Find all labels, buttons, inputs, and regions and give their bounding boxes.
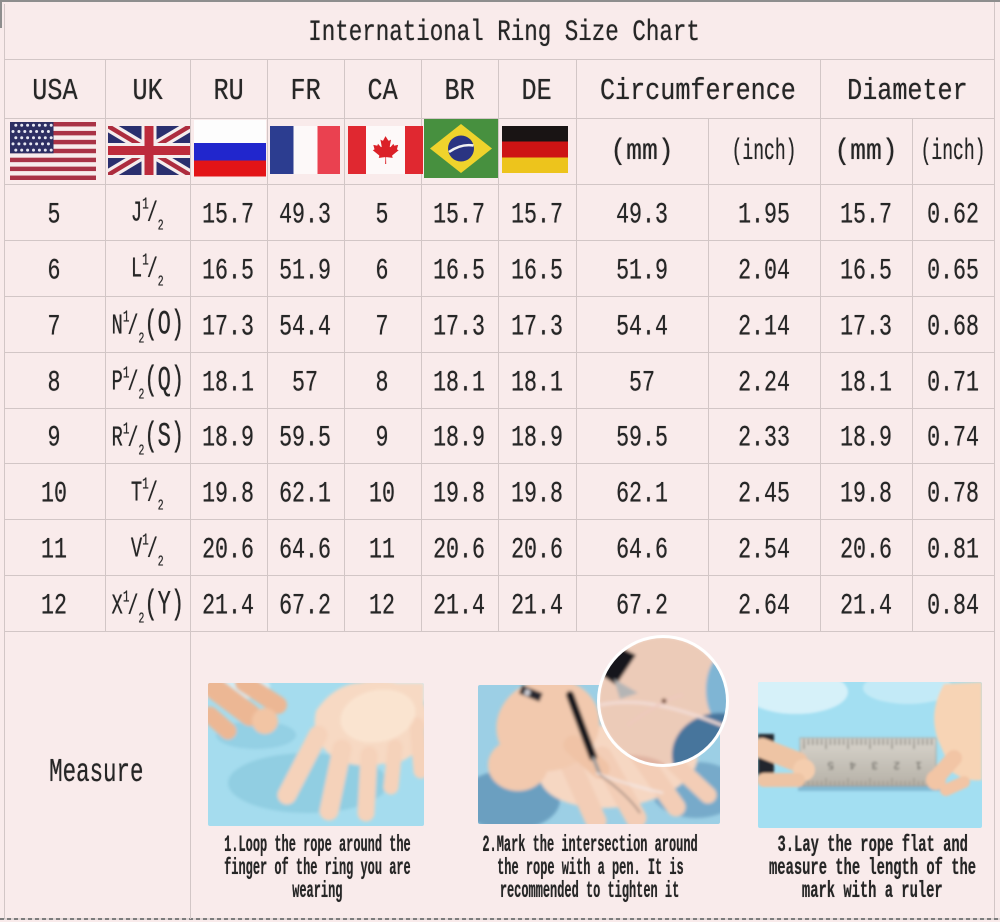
svg-text:3: 3 <box>871 758 878 770</box>
svg-text:5: 5 <box>827 758 834 770</box>
svg-text:1: 1 <box>915 758 922 770</box>
svg-text:2: 2 <box>893 758 900 770</box>
svg-text:4: 4 <box>849 758 856 770</box>
